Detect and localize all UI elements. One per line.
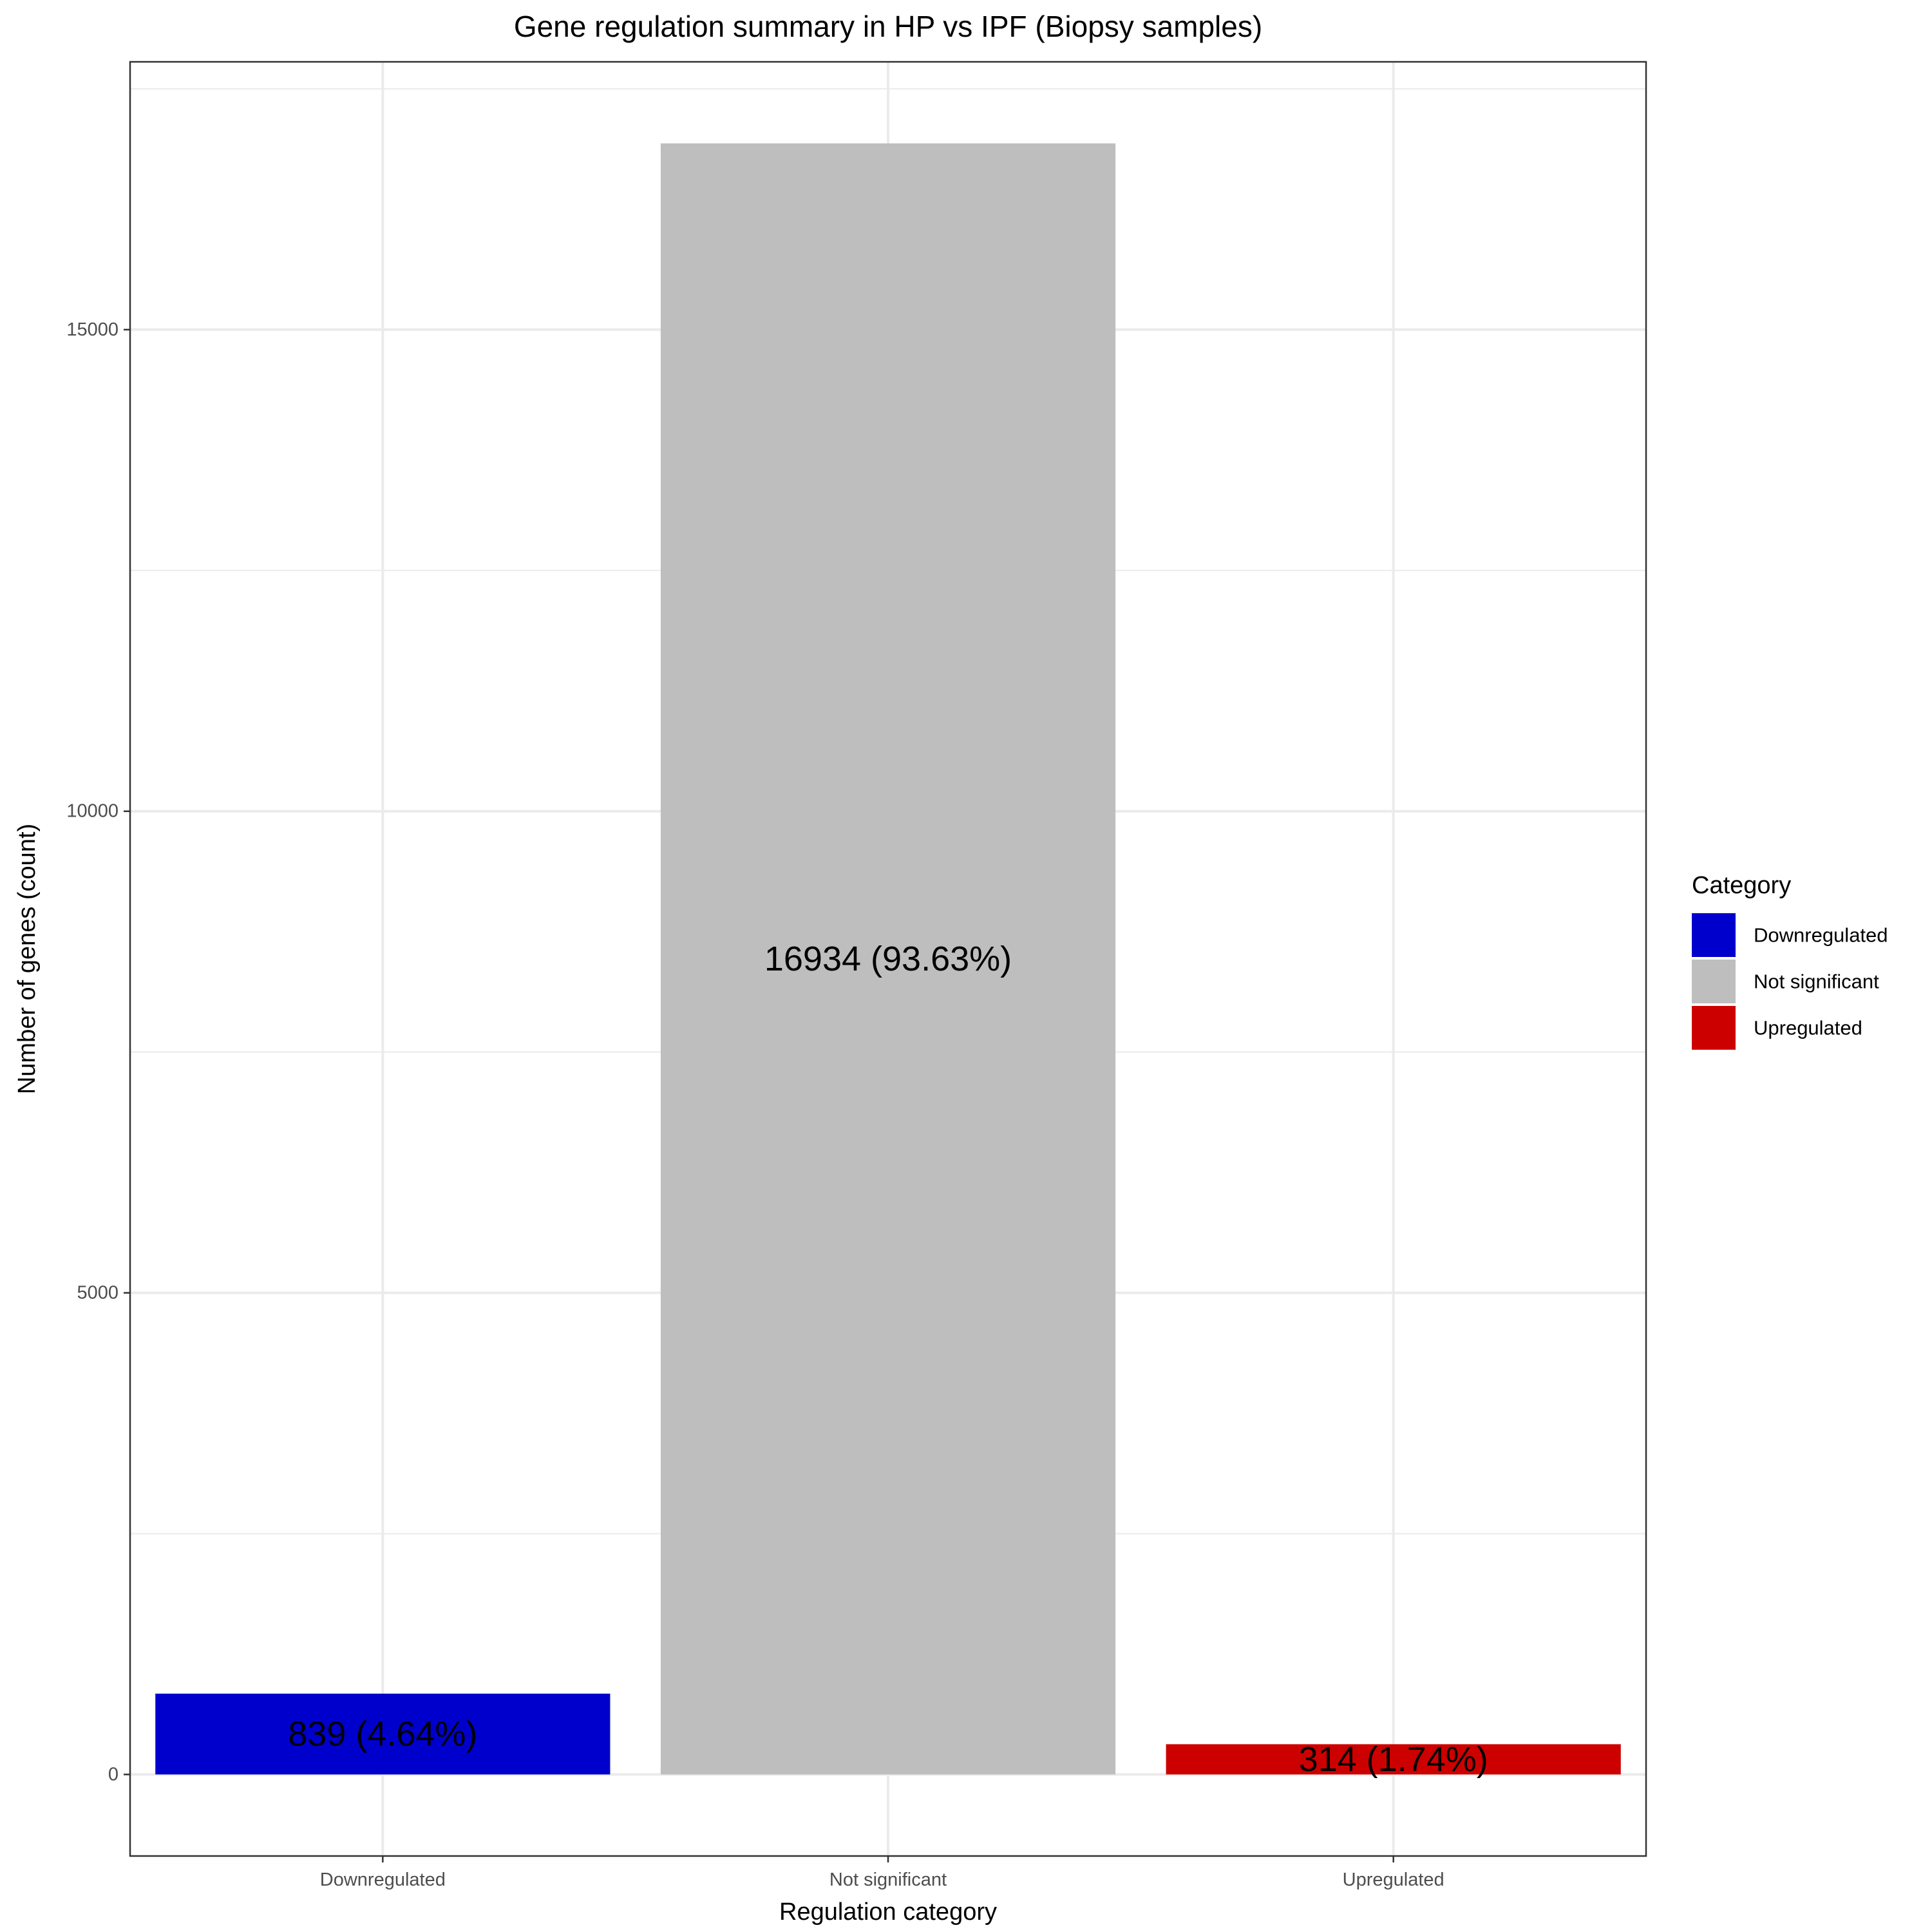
data-label: 839 (4.64%) — [288, 1715, 477, 1754]
legend-key-not-significant — [1692, 960, 1736, 1003]
y-tick-label: 15000 — [66, 319, 118, 340]
bar-not-significant — [660, 143, 1116, 1775]
chart-title: Gene regulation summary in HP vs IPF (Bi… — [514, 10, 1262, 43]
legend-label: Not significant — [1754, 971, 1879, 993]
x-tick-label: Not significant — [829, 1870, 947, 1890]
y-axis-title: Number of genes (count) — [14, 824, 41, 1094]
y-tick-label: 0 — [108, 1764, 118, 1785]
y-tick-label: 5000 — [77, 1283, 118, 1303]
x-axis-title: Regulation category — [779, 1899, 997, 1926]
data-label: 314 (1.74%) — [1299, 1740, 1488, 1779]
data-label: 16934 (93.63%) — [764, 940, 1012, 978]
legend-key-upregulated — [1692, 1006, 1736, 1050]
x-tick-label: Upregulated — [1343, 1870, 1444, 1890]
legend-label: Upregulated — [1754, 1017, 1862, 1039]
x-tick-label: Downregulated — [320, 1870, 446, 1890]
bar-upregulated — [1166, 1744, 1621, 1775]
legend-label: Downregulated — [1754, 924, 1888, 947]
legend-key-downregulated — [1692, 913, 1736, 957]
legend-title: Category — [1692, 872, 1791, 899]
bar-downregulated — [155, 1693, 611, 1775]
y-tick-label: 10000 — [66, 801, 118, 822]
